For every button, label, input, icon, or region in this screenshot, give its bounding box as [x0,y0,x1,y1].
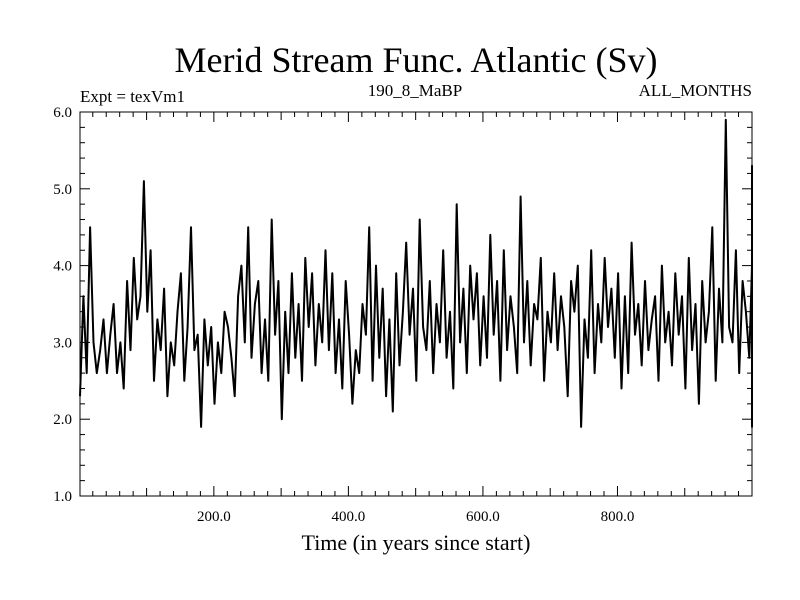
x-tick-label: 800.0 [601,509,635,525]
x-tick-label: 600.0 [466,509,500,525]
experiment-label: Expt = texVm1 [80,87,185,106]
y-axis: 1.0 2.0 3.0 4.0 5.0 6.0 [53,105,752,505]
y-tick-label: 1.0 [53,489,72,505]
x-tick-label: 400.0 [332,509,366,525]
y-tick-label: 4.0 [53,259,72,275]
x-axis-label: Time (in years since start) [302,530,531,555]
months-label: ALL_MONTHS [639,81,752,100]
dataset-label: 190_8_MaBP [368,81,462,100]
x-tick-label: 200.0 [197,509,231,525]
y-tick-label: 5.0 [53,182,72,198]
plot-frame [79,111,753,497]
y-tick-label: 3.0 [53,335,72,351]
x-axis: 200.0 400.0 600.0 800.0 [92,112,740,525]
series-line [79,118,753,428]
y-tick-label: 6.0 [53,105,72,121]
chart-title: Merid Stream Func. Atlantic (Sv) [175,40,658,80]
y-tick-label: 2.0 [53,412,72,428]
